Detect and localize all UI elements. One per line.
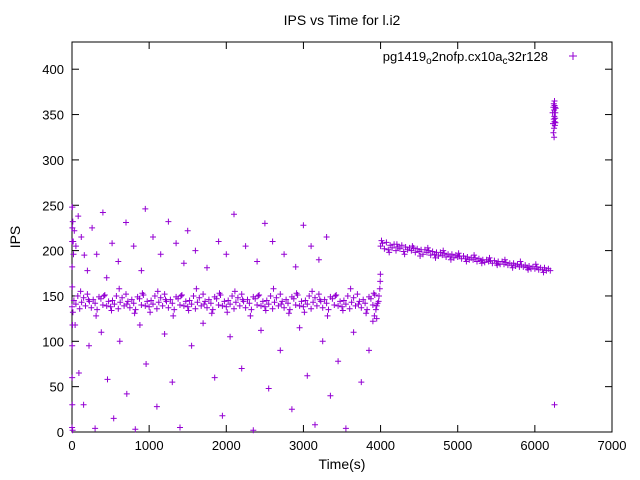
x-tick-label: 1000 [135,438,164,453]
x-tick-label: 5000 [443,438,472,453]
x-tick-label: 4000 [366,438,395,453]
legend-label-part: 2nofp.cx10a [432,49,504,64]
y-tick-label: 400 [42,62,64,77]
chart-title: IPS vs Time for l.i2 [284,12,401,28]
data-points-layer [69,98,559,434]
y-tick-label: 100 [42,334,64,349]
axes-layer: 0 1000 2000 3000 4000 5000 6000 7000 0 50 100 150 20… [42,41,627,453]
y-tick-label: 250 [42,198,64,213]
x-tick-label: 7000 [598,438,627,453]
legend-label: pg1419o2nofp.cx10ac32r128 [383,49,548,67]
y-tick-label: 200 [42,244,64,259]
legend-label-subscript: o [426,56,432,67]
y-tick-label: 350 [42,108,64,123]
legend-label-subscript: c [503,56,508,67]
legend: pg1419o2nofp.cx10ac32r128 [383,49,577,67]
x-tick-label: 0 [68,438,75,453]
legend-marker-plus-icon [569,52,577,60]
x-tick-label: 6000 [520,438,549,453]
y-tick-label: 150 [42,289,64,304]
plot-border [71,41,613,433]
x-tick-label: 2000 [212,438,241,453]
legend-label-part: 32r128 [508,49,548,64]
y-tick-label: 50 [50,380,64,395]
y-tick-label: 0 [57,425,64,440]
series-points [69,98,559,434]
legend-label-part: pg1419 [383,49,426,64]
x-tick-label: 3000 [289,438,318,453]
y-axis-label: IPS [7,226,23,249]
y-tick-label: 300 [42,153,64,168]
x-axis-label: Time(s) [319,456,366,472]
